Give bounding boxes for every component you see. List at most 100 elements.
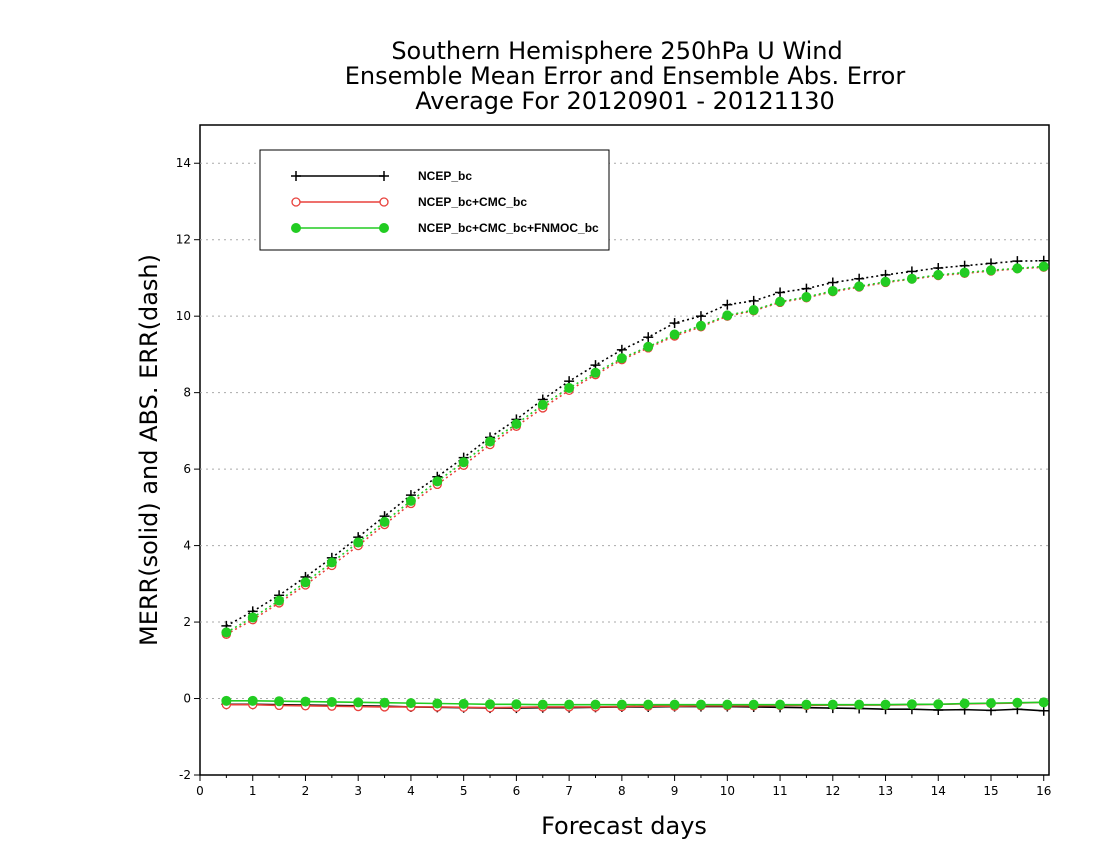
gridlines	[200, 162, 1049, 776]
abs-err-point	[643, 332, 654, 343]
abs-err-point	[669, 329, 680, 340]
legend-item: NCEP_bc	[291, 169, 472, 183]
y-tick-label: 8	[183, 386, 191, 400]
x-tick-label: 5	[460, 784, 468, 798]
x-tick-label: 14	[931, 784, 946, 798]
legend-label: NCEP_bc+CMC_bc	[418, 195, 527, 209]
abs-err-point	[933, 269, 944, 280]
merr-point	[1012, 697, 1023, 708]
merr-point	[379, 697, 390, 708]
abs-err-point	[1012, 263, 1023, 274]
merr-point	[564, 699, 575, 710]
abs-err-point	[775, 296, 786, 307]
abs-err-point	[458, 457, 469, 468]
legend-marker	[379, 171, 389, 181]
y-tick-label: 2	[183, 615, 191, 629]
merr-point	[326, 696, 337, 707]
x-tick-label: 1	[249, 784, 257, 798]
abs-err-point	[643, 341, 654, 352]
x-tick-label: 2	[302, 784, 310, 798]
x-tick-label: 3	[354, 784, 362, 798]
abs-err-point	[537, 399, 548, 410]
merr-point	[722, 699, 733, 710]
merr-point	[221, 695, 232, 706]
legend-box	[259, 149, 610, 251]
abs-err-point	[722, 299, 733, 310]
merr-point	[748, 699, 759, 710]
chart-title: Southern Hemisphere 250hPa U Wind Ensemb…	[345, 37, 906, 115]
abs-err-line-1	[225, 266, 1044, 635]
abs-err-point	[854, 281, 865, 292]
merr-point	[274, 696, 285, 707]
y-tick-label: 10	[176, 309, 191, 323]
merr-point	[854, 699, 865, 710]
merr-point	[537, 699, 548, 710]
merr-point	[405, 698, 416, 709]
abs-err-point	[379, 516, 390, 527]
x-tick-label: 4	[407, 784, 415, 798]
abs-err-point	[880, 276, 891, 287]
merr-point	[801, 699, 812, 710]
abs-err-point	[722, 310, 733, 321]
merr-point	[985, 698, 996, 709]
merr-point	[458, 698, 469, 709]
title-line-2: Ensemble Mean Error and Ensemble Abs. Er…	[345, 62, 906, 90]
x-axis-label: Forecast days	[541, 812, 707, 840]
abs-err-point	[221, 627, 232, 638]
abs-err-point	[616, 353, 627, 364]
abs-err-line-0	[225, 259, 1044, 627]
series-layer	[221, 255, 1049, 716]
series-2	[221, 261, 1049, 710]
merr-point	[590, 699, 601, 710]
abs-err-point	[801, 283, 812, 294]
y-tick-label: 12	[176, 233, 191, 247]
abs-err-point	[405, 495, 416, 506]
merr-point	[1038, 705, 1049, 716]
plot-area-frame	[199, 124, 1050, 776]
legend-marker	[291, 197, 301, 207]
x-tick-label: 6	[513, 784, 521, 798]
legend-label: NCEP_bc+CMC_bc+FNMOC_bc	[418, 221, 599, 235]
x-tick-label: 10	[720, 784, 735, 798]
x-tick-label: 13	[878, 784, 893, 798]
abs-err-point	[274, 595, 285, 606]
x-tick-label: 12	[825, 784, 840, 798]
merr-point	[643, 699, 654, 710]
abs-err-point	[669, 318, 680, 329]
series-1	[221, 262, 1049, 713]
merr-point	[300, 696, 311, 707]
merr-point	[669, 699, 680, 710]
y-tick-label: 4	[183, 539, 191, 553]
abs-err-point	[326, 557, 337, 568]
legend-label: NCEP_bc	[418, 169, 472, 183]
x-tick-label: 16	[1036, 784, 1051, 798]
merr-point	[616, 699, 627, 710]
y-tick-label: 6	[183, 462, 191, 476]
merr-point	[485, 699, 496, 710]
x-tick-label: 11	[772, 784, 787, 798]
abs-err-point	[432, 476, 443, 487]
merr-point	[906, 699, 917, 710]
y-tick-label: -2	[179, 768, 191, 782]
abs-err-point	[827, 277, 838, 288]
abs-err-point	[748, 295, 759, 306]
abs-err-point	[801, 292, 812, 303]
x-tick-label: 9	[671, 784, 679, 798]
abs-err-point	[775, 287, 786, 298]
abs-err-point	[985, 265, 996, 276]
legend-marker	[379, 197, 389, 207]
legend-item: NCEP_bc+CMC_bc	[291, 195, 527, 209]
merr-point	[933, 699, 944, 710]
title-line-3: Average For 20120901 - 20121130	[415, 87, 835, 115]
y-axis-label: MERR(solid) and ABS. ERR(dash)	[135, 254, 163, 646]
abs-err-point	[247, 612, 258, 623]
abs-err-point	[300, 577, 311, 588]
abs-err-point	[511, 419, 522, 429]
abs-err-line-2	[225, 265, 1044, 634]
x-tick-label: 8	[618, 784, 626, 798]
merr-point	[880, 699, 891, 710]
abs-err-point	[590, 367, 601, 378]
merr-point	[353, 697, 364, 708]
